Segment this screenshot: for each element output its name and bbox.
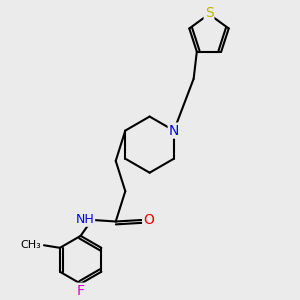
Text: NH: NH <box>75 213 94 226</box>
Text: CH₃: CH₃ <box>21 240 41 250</box>
Text: S: S <box>205 6 213 20</box>
Text: N: N <box>169 124 179 138</box>
Text: F: F <box>76 284 85 298</box>
Text: O: O <box>143 213 154 227</box>
